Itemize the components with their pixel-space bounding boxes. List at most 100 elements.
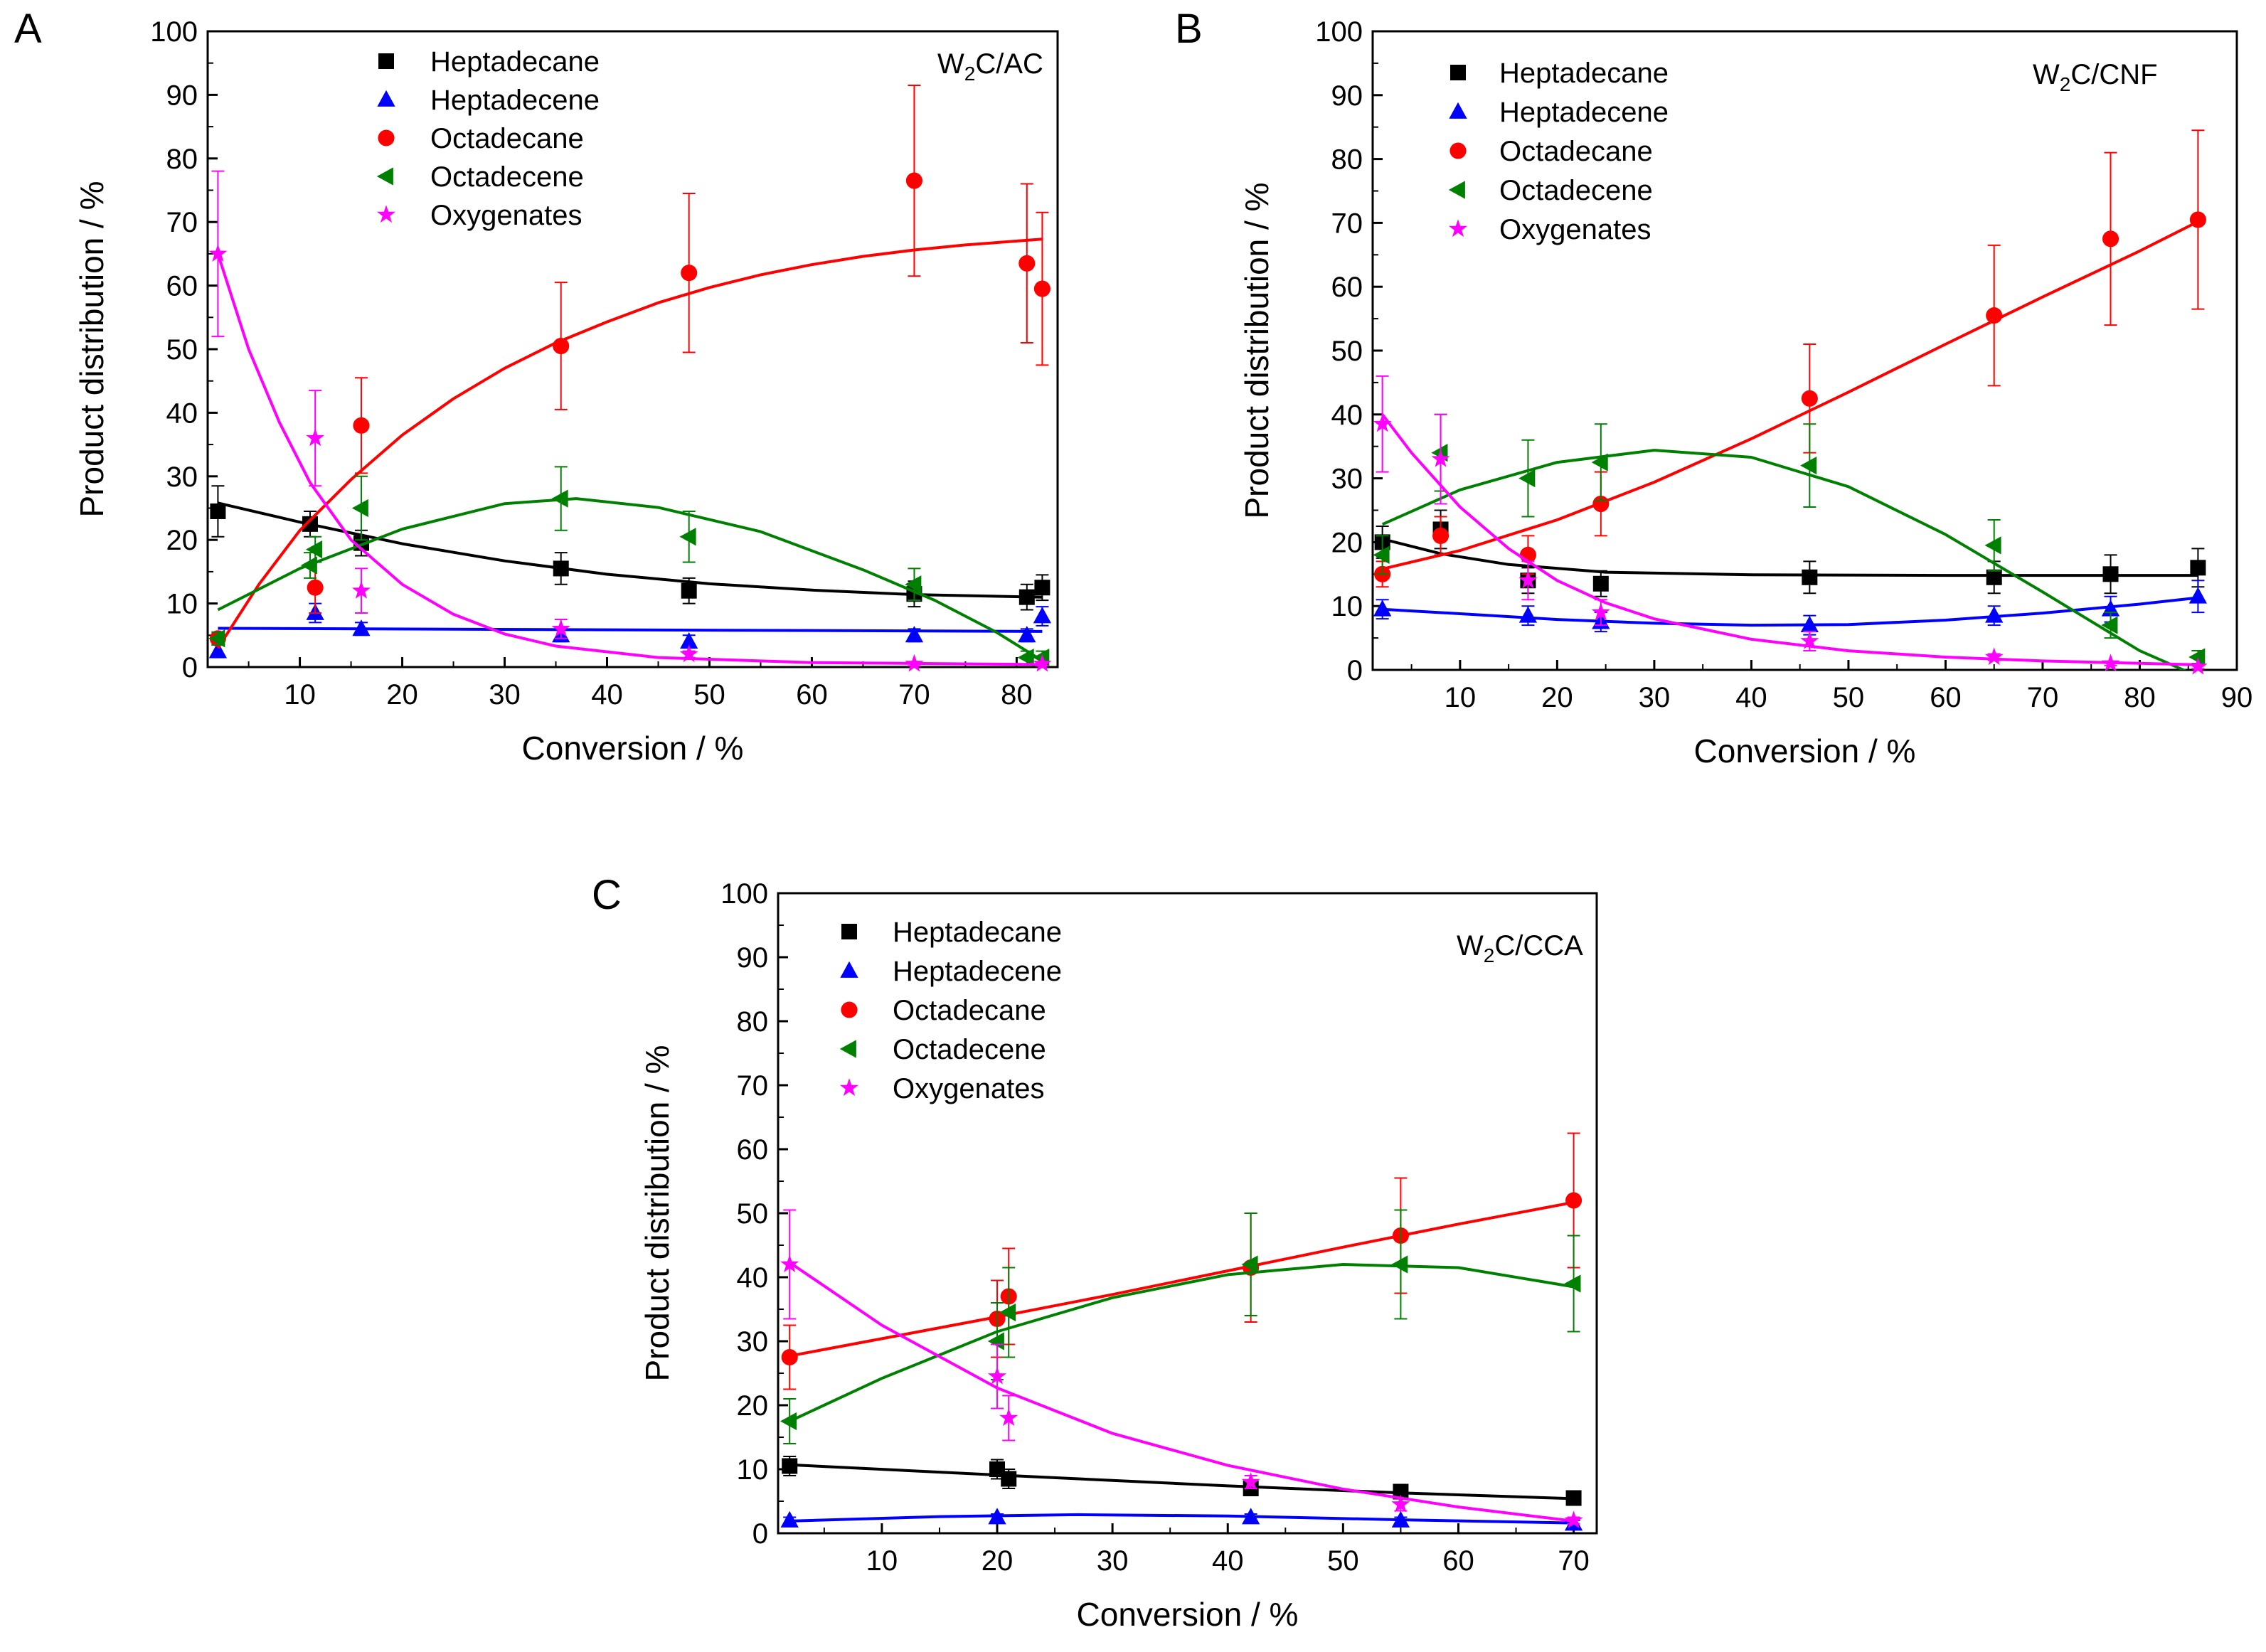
data-point-oxygenates: [679, 644, 698, 663]
legend-marker-octadecane: [841, 1001, 858, 1018]
x-tick-label: 80: [1001, 679, 1033, 710]
y-tick-label: 0: [1347, 655, 1363, 686]
catalyst-label: W2C/AC: [937, 48, 1043, 85]
x-tick-label: 90: [2221, 682, 2253, 713]
y-tick-label: 90: [166, 80, 198, 111]
data-point-octadecene: [305, 540, 323, 559]
y-tick-label: 50: [737, 1198, 769, 1230]
y-tick-label: 80: [166, 144, 198, 175]
data-point-heptadecane: [210, 503, 226, 519]
data-point-heptadecene: [208, 641, 228, 659]
y-tick-label: 100: [150, 16, 198, 48]
x-tick-label: 40: [1212, 1545, 1244, 1577]
x-tick-label: 40: [591, 679, 623, 710]
x-tick-label: 40: [1735, 682, 1767, 713]
data-point-heptadecane: [302, 516, 318, 532]
data-point-heptadecene: [1985, 606, 2004, 623]
fit-curve: [789, 1513, 1574, 1525]
data-point-octadecane: [353, 417, 370, 434]
y-tick-label: 90: [1331, 80, 1363, 112]
data-point-octadecane: [1033, 280, 1050, 297]
panel-b: 0 10 20 30 40 50 60 70 80 90 100 10 20 30 40 50 60 70 80 90…: [1175, 6, 2252, 769]
x-tick-label: 30: [489, 679, 521, 710]
catalyst-label: W2C/CCA: [1457, 930, 1583, 966]
legend-entry-octadecane: Octadecane: [1499, 136, 1653, 167]
data-point-octadecane: [1018, 255, 1036, 272]
legend-entry-heptadecene: Heptadecene: [893, 956, 1062, 987]
y-tick-label: 10: [166, 589, 198, 620]
data-point-heptadecene: [1242, 1508, 1260, 1525]
data-point-oxygenates: [306, 428, 325, 447]
series-octadecane: [1374, 129, 2206, 588]
y-tick-label: 80: [737, 1006, 769, 1038]
series-heptadecene: [1373, 580, 2208, 636]
data-point-heptadecene: [680, 632, 698, 649]
fit-curve: [217, 501, 1043, 599]
legend-entry-heptadecane: Heptadecane: [430, 46, 600, 78]
data-point-octadecane: [1801, 390, 1818, 407]
legend-marker-oxygenates: [376, 205, 396, 223]
x-tick-label: 50: [1833, 682, 1865, 713]
series-heptadecane: [1374, 509, 2206, 597]
legend-marker-oxygenates: [1448, 219, 1468, 238]
y-tick-label: 40: [166, 398, 198, 429]
y-axis-label: Product distribution / %: [1238, 182, 1275, 518]
data-point-octadecene: [1391, 1255, 1408, 1274]
data-point-octadecene: [1518, 469, 1536, 488]
data-point-oxygenates: [551, 619, 570, 637]
data-point-octadecene: [208, 629, 225, 648]
data-point-oxygenates: [987, 1366, 1007, 1385]
data-point-heptadecene: [1373, 599, 1392, 617]
fit-curve: [216, 238, 1043, 649]
series-heptadecene: [780, 1508, 1583, 1531]
y-tick-label: 0: [752, 1518, 768, 1550]
legend-marker-heptadecene: [840, 961, 858, 978]
panel-c: 0 10 20 30 40 50 60 70 80 90 100 10 20 30 40 50 60 70 Conv…: [592, 872, 1598, 1633]
data-point-heptadecene: [1033, 607, 1052, 624]
data-point-heptadecene: [1018, 626, 1036, 643]
legend-entry-heptadecene: Heptadecene: [1499, 97, 1669, 128]
data-point-oxygenates: [1984, 647, 2004, 666]
legend-marker-oxygenates: [839, 1078, 859, 1097]
data-point-octadecane: [1432, 527, 1450, 544]
data-point-octadecane: [1986, 307, 2003, 324]
fit-curve: [789, 1200, 1574, 1358]
x-tick-label: 80: [2124, 682, 2156, 713]
y-tick-label: 60: [737, 1134, 769, 1166]
data-point-heptadecane: [553, 560, 569, 577]
data-point-oxygenates: [1391, 1494, 1410, 1513]
y-tick-label: 20: [1331, 527, 1363, 558]
y-tick-label: 30: [166, 462, 198, 493]
series-octadecane: [781, 1132, 1583, 1390]
data-point-octadecane: [553, 337, 570, 355]
data-point-octadecene: [1591, 453, 1608, 471]
y-tick-label: 40: [1331, 400, 1363, 431]
y-tick-label: 30: [1331, 464, 1363, 495]
series-octadecene: [780, 1209, 1581, 1444]
data-point-heptadecane: [1986, 569, 2002, 585]
series-octadecane: [209, 84, 1050, 649]
legend-entry-oxygenates: Oxygenates: [430, 200, 582, 231]
x-tick-label: 60: [796, 679, 828, 710]
y-tick-label: 90: [737, 942, 769, 974]
data-point-heptadecene: [780, 1510, 799, 1528]
y-tick-label: 70: [166, 207, 198, 238]
y-tick-label: 20: [166, 525, 198, 556]
x-tick-label: 60: [1442, 1545, 1474, 1577]
data-point-octadecene: [300, 556, 317, 575]
data-point-heptadecane: [782, 1458, 798, 1474]
legend-entry-octadecene: Octadecene: [893, 1034, 1046, 1065]
legend-marker-octadecene: [376, 167, 393, 186]
data-point-heptadecane: [1802, 569, 1818, 585]
legend-entry-octadecene: Octadecene: [430, 161, 584, 193]
legend-marker-heptadecene: [1449, 102, 1467, 119]
fit-curve: [1381, 449, 2187, 670]
x-tick-label: 10: [866, 1545, 898, 1577]
x-tick-label: 50: [693, 679, 725, 710]
fit-curve: [789, 1263, 1574, 1423]
x-tick-label: 10: [1445, 682, 1477, 713]
series-heptadecane: [210, 485, 1050, 611]
y-tick-label: 60: [1331, 272, 1363, 303]
data-point-oxygenates: [2188, 656, 2208, 675]
